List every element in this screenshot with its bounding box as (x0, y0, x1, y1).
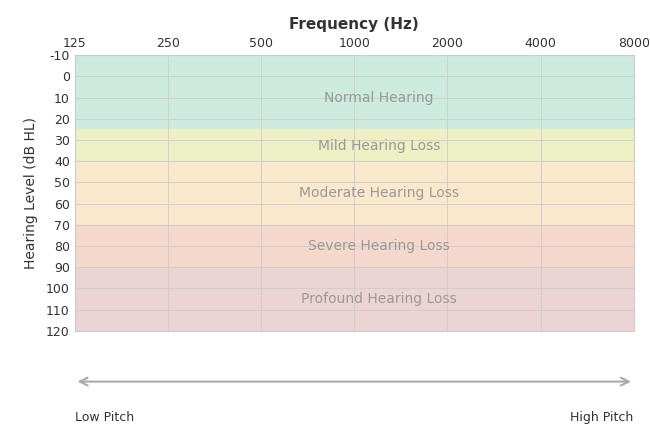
X-axis label: Frequency (Hz): Frequency (Hz) (289, 17, 419, 32)
Text: Severe Hearing Loss: Severe Hearing Loss (308, 239, 450, 253)
Text: Moderate Hearing Loss: Moderate Hearing Loss (299, 186, 459, 200)
Bar (75, 129, 634, 161)
Y-axis label: Hearing Level (dB HL): Hearing Level (dB HL) (23, 117, 38, 269)
Text: Normal Hearing: Normal Hearing (324, 90, 434, 105)
Bar (75, 225, 634, 267)
Text: Profound Hearing Loss: Profound Hearing Loss (301, 292, 457, 306)
Bar (75, 161, 634, 225)
Text: Low Pitch: Low Pitch (75, 411, 134, 424)
Bar (75, 55, 634, 129)
Text: Mild Hearing Loss: Mild Hearing Loss (318, 139, 440, 153)
Bar (75, 267, 634, 331)
Text: High Pitch: High Pitch (571, 411, 634, 424)
